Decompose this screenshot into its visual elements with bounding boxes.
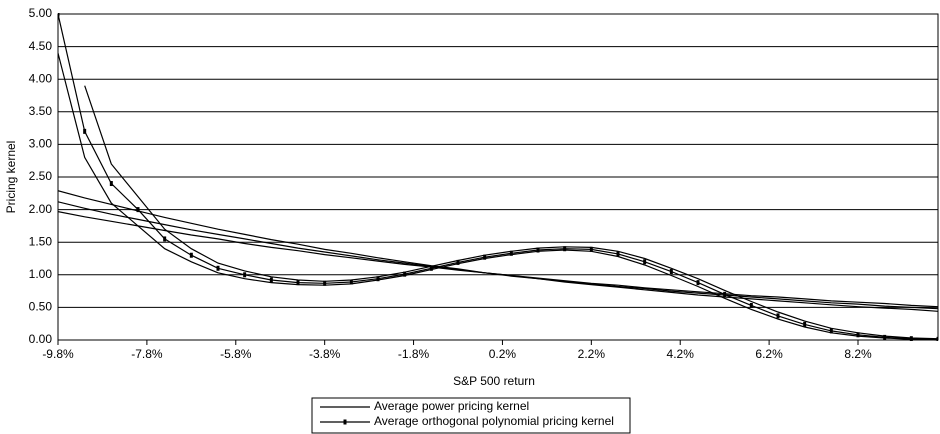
y-tick-label: 3.00 — [29, 137, 53, 151]
marker — [749, 302, 753, 308]
x-tick-label: -3.8% — [309, 347, 341, 361]
marker — [936, 336, 938, 341]
x-tick-label: 0.2% — [489, 347, 517, 361]
marker — [909, 336, 913, 341]
y-tick-label: 1.00 — [29, 267, 53, 281]
band-line — [58, 211, 938, 308]
y-tick-label: 4.00 — [29, 71, 53, 85]
legend-label: Average orthogonal polynomial pricing ke… — [374, 414, 614, 428]
marker — [829, 328, 833, 334]
marker — [589, 246, 593, 252]
x-tick-label: 6.2% — [755, 347, 783, 361]
marker — [616, 251, 620, 257]
series-line — [58, 201, 938, 310]
series-line — [58, 13, 938, 340]
y-tick-label: 0.00 — [29, 332, 53, 346]
y-tick-label: 5.00 — [29, 6, 53, 20]
x-axis-label: S&P 500 return — [453, 374, 535, 388]
legend-label: Average power pricing kernel — [374, 399, 529, 413]
marker — [803, 321, 807, 327]
marker — [429, 265, 433, 271]
y-tick-label: 2.00 — [29, 202, 53, 216]
band-line — [58, 52, 938, 341]
x-tick-label: 8.2% — [844, 347, 872, 361]
x-tick-label: -5.8% — [220, 347, 252, 361]
marker — [296, 280, 300, 286]
marker — [696, 280, 700, 286]
x-tick-label: -1.8% — [398, 347, 430, 361]
x-tick-label: 4.2% — [667, 347, 695, 361]
marker — [269, 277, 273, 283]
x-tick-label: -7.8% — [131, 347, 163, 361]
marker — [83, 128, 87, 134]
y-tick-label: 1.50 — [29, 234, 53, 248]
marker — [776, 313, 780, 319]
marker — [189, 252, 193, 258]
marker — [563, 246, 567, 252]
marker — [483, 254, 487, 260]
y-axis-label: Pricing kernel — [4, 141, 18, 214]
marker — [243, 272, 247, 278]
marker — [349, 279, 353, 285]
y-tick-label: 2.50 — [29, 169, 53, 183]
marker — [216, 265, 220, 271]
y-tick-label: 3.50 — [29, 104, 53, 118]
y-tick-label: 0.50 — [29, 300, 53, 314]
marker — [403, 271, 407, 277]
legend-box — [311, 397, 631, 434]
marker — [883, 334, 887, 340]
marker — [376, 276, 380, 282]
x-tick-label: -9.8% — [42, 347, 74, 361]
band-line — [58, 190, 938, 312]
legend-marker — [343, 419, 347, 425]
y-tick-label: 4.50 — [29, 39, 53, 53]
marker — [58, 13, 60, 17]
marker — [856, 332, 860, 338]
marker — [136, 207, 140, 213]
marker — [323, 280, 327, 286]
marker — [163, 236, 167, 242]
marker — [456, 259, 460, 265]
x-tick-label: 2.2% — [578, 347, 606, 361]
plot-frame — [57, 13, 939, 341]
marker — [723, 291, 727, 297]
marker — [643, 259, 647, 265]
marker — [509, 250, 513, 256]
marker — [669, 269, 673, 275]
marker — [536, 247, 540, 253]
marker — [109, 181, 113, 187]
